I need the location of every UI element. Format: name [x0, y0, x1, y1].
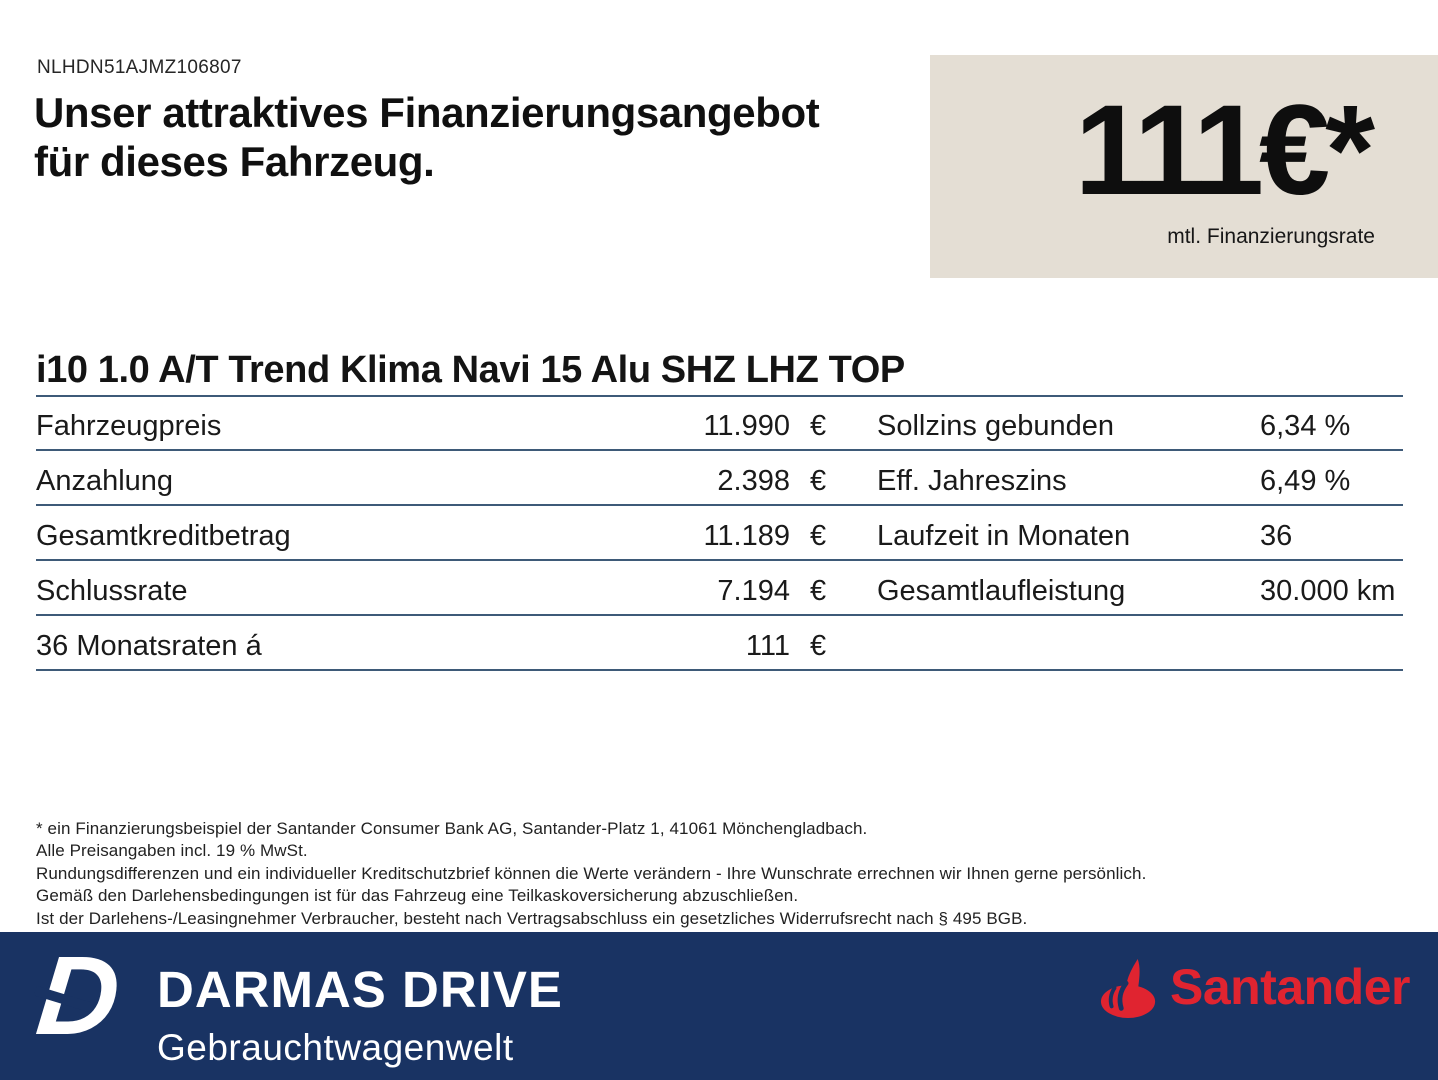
santander-flame-icon — [1100, 959, 1156, 1018]
row-value: 111 — [745, 629, 790, 662]
row-value: 30.000 km — [1260, 574, 1396, 607]
row-label: 36 Monatsraten á — [36, 629, 262, 662]
table-row-anzahlung: Anzahlung 2.398 € Eff. Jahreszins 6,49 % — [36, 451, 1403, 506]
footer-bar: D DARMAS DRIVE Gebrauchtwagenwelt Santan… — [0, 932, 1438, 1080]
row-unit: € — [810, 629, 827, 662]
row-unit: € — [810, 574, 827, 607]
row-value — [1260, 661, 1403, 669]
monthly-rate-box: 111€* mtl. Finanzierungsrate — [930, 55, 1438, 278]
row-unit: € — [810, 519, 827, 552]
vehicle-vin: NLHDN51AJMZ106807 — [37, 57, 242, 78]
financing-table: Fahrzeugpreis 11.990 € Sollzins gebunden… — [36, 395, 1403, 671]
row-label: Gesamtkreditbetrag — [36, 519, 291, 552]
dealer-name: DARMAS DRIVE — [157, 961, 563, 1018]
row-unit: € — [810, 464, 827, 497]
row-value: 36 — [1260, 519, 1293, 552]
santander-logo: Santander — [1100, 958, 1411, 1020]
table-row-schlussrate: Schlussrate 7.194 € Gesamtlaufleistung 3… — [36, 561, 1403, 616]
row-label: Gesamtlaufleistung — [877, 574, 1126, 607]
darmas-drive-logo-icon: D — [31, 933, 153, 1058]
row-label: Schlussrate — [36, 574, 188, 607]
legal-line: * ein Finanzierungsbeispiel der Santande… — [36, 819, 868, 838]
dealer-subtitle: Gebrauchtwagenwelt — [157, 1027, 514, 1068]
table-row-monatsraten: 36 Monatsraten á 111 € — [36, 616, 1403, 671]
row-label: Anzahlung — [36, 464, 174, 497]
legal-line: Rundungsdifferenzen und ein individuelle… — [36, 863, 1147, 883]
row-value: 6,34 % — [1260, 409, 1351, 442]
legal-fine-print: * ein Finanzierungsbeispiel der Santande… — [36, 818, 1146, 930]
legal-line: Alle Preisangaben incl. 19 % MwSt. — [36, 841, 308, 861]
vehicle-title: i10 1.0 A/T Trend Klima Navi 15 Alu SHZ … — [36, 349, 905, 391]
column-gap — [830, 606, 877, 614]
table-row-gesamtkreditbetrag: Gesamtkreditbetrag 11.189 € Laufzeit in … — [36, 506, 1403, 561]
column-gap — [830, 661, 877, 669]
row-label — [877, 661, 1260, 669]
row-value: 2.398 — [717, 464, 790, 497]
row-label: Eff. Jahreszins — [877, 464, 1067, 497]
table-row-fahrzeugpreis: Fahrzeugpreis 11.990 € Sollzins gebunden… — [36, 397, 1403, 451]
column-gap — [830, 496, 877, 504]
row-label: Fahrzeugpreis — [36, 409, 222, 442]
row-value: 11.189 — [703, 519, 790, 552]
row-label: Sollzins gebunden — [877, 409, 1115, 442]
legal-line: Gemäß den Darlehensbedingungen ist für d… — [36, 886, 799, 906]
row-unit: € — [810, 409, 827, 442]
column-gap — [830, 551, 877, 559]
row-label: Laufzeit in Monaten — [877, 519, 1131, 552]
row-value: 6,49 % — [1260, 464, 1351, 497]
column-gap — [830, 441, 877, 449]
legal-line: Ist der Darlehens-/Leasingnehmer Verbrau… — [36, 908, 1028, 928]
row-value: 11.990 — [703, 409, 790, 442]
monthly-rate-label: mtl. Finanzierungsrate — [1167, 225, 1375, 248]
page-title: Unser attraktives Finanzierungsangebot f… — [34, 89, 820, 185]
bank-name: Santander — [1169, 959, 1411, 1015]
row-value: 7.194 — [717, 574, 790, 607]
monthly-rate-value: 111€* — [1074, 79, 1375, 222]
dealer-branding: DARMAS DRIVE Gebrauchtwagenwelt — [157, 964, 563, 1066]
